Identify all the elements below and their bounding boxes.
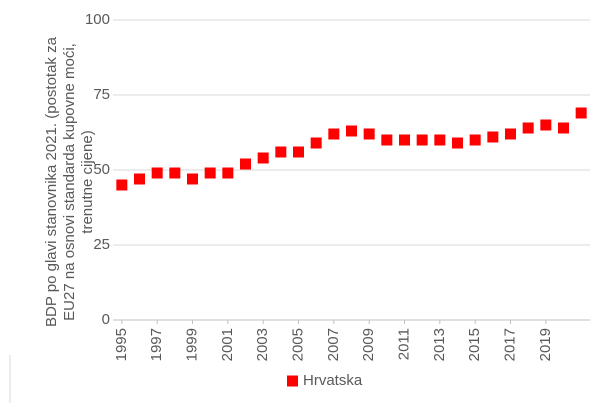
marker: [522, 122, 534, 134]
x-tick-label: 2007: [325, 328, 342, 361]
y-tick-label: 100: [85, 11, 110, 28]
marker: [240, 158, 251, 170]
marker: [328, 128, 340, 140]
y-tick-label: 0: [102, 311, 110, 328]
x-tick-label: 2017: [501, 328, 518, 361]
marker: [363, 128, 375, 140]
marker: [487, 131, 499, 143]
marker: [134, 173, 145, 185]
marker: [452, 137, 463, 149]
y-axis-label: BDP po glavi stanovnika 2021. (postotak …: [43, 37, 96, 327]
marker: [469, 134, 481, 146]
marker: [575, 107, 587, 119]
x-tick-label: 2013: [431, 328, 448, 361]
legend-marker: [287, 375, 298, 387]
legend-label: Hrvatska: [303, 372, 363, 389]
marker: [505, 128, 516, 140]
marker: [399, 134, 410, 146]
marker: [116, 179, 128, 191]
marker: [169, 167, 181, 179]
marker: [275, 146, 287, 158]
marker: [310, 137, 322, 149]
y-tick-label: 75: [93, 86, 110, 103]
x-tick-label: 1999: [183, 328, 200, 361]
marker: [222, 167, 234, 179]
marker: [434, 134, 446, 146]
x-tick-label: 2003: [254, 328, 271, 361]
x-tick-label: 2009: [360, 328, 377, 361]
x-tick-label: 1997: [148, 328, 165, 361]
x-tick-label: 2011: [395, 328, 412, 360]
marker: [293, 146, 304, 158]
marker: [204, 167, 216, 179]
marker: [558, 122, 569, 134]
marker: [381, 134, 393, 146]
marker: [257, 152, 269, 164]
x-tick-label: 2019: [537, 328, 554, 361]
x-tick-label: 2001: [219, 328, 236, 361]
marker: [540, 119, 552, 131]
x-tick-label: 2015: [466, 328, 483, 361]
x-tick-label: 2005: [289, 328, 306, 361]
marker: [151, 167, 163, 179]
marker: [416, 134, 428, 146]
marker: [346, 125, 357, 137]
x-tick-label: 1995: [113, 328, 130, 361]
y-tick-label: 50: [93, 161, 110, 178]
y-tick-label: 25: [93, 236, 110, 253]
marker: [187, 173, 198, 185]
